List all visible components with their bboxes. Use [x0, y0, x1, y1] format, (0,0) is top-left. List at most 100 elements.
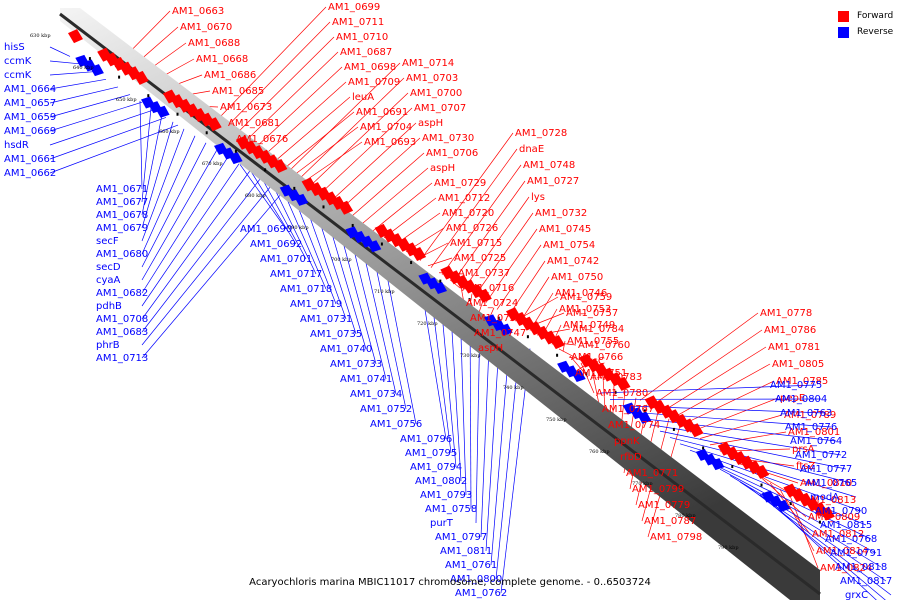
- reverse-gene-glyph: [89, 64, 104, 77]
- leader-line: [338, 227, 377, 365]
- leader-line: [141, 121, 174, 229]
- forward-label-am1-0663: AM1_0663: [172, 6, 224, 17]
- forward-label-am1-0710: AM1_0710: [336, 32, 388, 43]
- reverse-label-am1-0719: AM1_0719: [290, 299, 342, 310]
- leader-line: [371, 248, 407, 410]
- forward-label-am1-0732: AM1_0732: [535, 208, 587, 219]
- leader-line: [141, 149, 218, 281]
- forward-label-am1-0668: AM1_0668: [196, 54, 248, 65]
- leader-line: [289, 126, 359, 179]
- forward-label-am1-0729: AM1_0729: [434, 178, 486, 189]
- legend-reverse-label: Reverse: [857, 27, 894, 37]
- reverse-label-am1-0768: AM1_0768: [825, 534, 877, 545]
- forward-label-am1-0706: AM1_0706: [426, 148, 478, 159]
- reverse-label-am1-0772: AM1_0772: [795, 450, 847, 461]
- reverse-label-am1-0764: AM1_0764: [790, 436, 842, 447]
- forward-gene-glyph: [615, 376, 631, 391]
- reverse-label-am1-0804: AM1_0804: [775, 394, 827, 405]
- leader-line: [669, 363, 771, 420]
- forward-label-pepe: pepE: [780, 393, 805, 404]
- reverse-label-am1-0815: AM1_0815: [820, 520, 872, 531]
- leader-line: [419, 132, 514, 261]
- reverse-label-am1-0692: AM1_0692: [250, 239, 302, 250]
- leader-line: [463, 196, 530, 289]
- forward-label-am1-0781: AM1_0781: [768, 342, 820, 353]
- forward-label-asph: aspH: [478, 343, 503, 354]
- forward-label-am1-0699: AM1_0699: [328, 2, 380, 13]
- forward-gene-glyph: [754, 464, 770, 479]
- backbone-dot: [760, 483, 763, 487]
- backbone-dot: [351, 223, 354, 227]
- leader-line: [719, 468, 877, 554]
- leader-line: [250, 171, 297, 245]
- leader-line: [141, 170, 251, 320]
- leader-line: [779, 489, 815, 552]
- reverse-gene-glyph: [228, 152, 243, 165]
- reverse-label-am1-0664: AM1_0664: [4, 84, 56, 95]
- reverse-label-am1-0795: AM1_0795: [405, 448, 457, 459]
- reverse-gene-glyph: [571, 370, 586, 383]
- reverse-gene-glyph: [367, 240, 382, 253]
- leader-line: [141, 135, 196, 255]
- leader-line: [452, 180, 526, 282]
- reverse-swatch: [838, 26, 849, 38]
- backbone-dot: [672, 427, 675, 431]
- backbone-dot: [497, 316, 500, 320]
- reverse-label-am1-0690: AM1_0690: [240, 224, 292, 235]
- reverse-label-am1-0677: AM1_0677: [96, 197, 148, 208]
- leader-line: [272, 185, 317, 275]
- forward-label-am1-0779: AM1_0779: [638, 500, 690, 511]
- leader-line: [141, 107, 152, 203]
- backbone-dot: [818, 520, 821, 524]
- reverse-label-am1-0790: AM1_0790: [815, 506, 867, 517]
- forward-label-am1-0698: AM1_0698: [344, 62, 396, 73]
- forward-label-am1-0686: AM1_0686: [204, 70, 256, 81]
- reverse-label-am1-0777: AM1_0777: [800, 464, 852, 475]
- leader-line: [249, 66, 343, 154]
- forward-label-am1-0789: AM1_0789: [784, 410, 836, 421]
- forward-label-am1-0727: AM1_0727: [527, 176, 579, 187]
- leader-line: [372, 182, 433, 232]
- tick-label: 730 kbp: [460, 353, 481, 359]
- reverse-label-hiss: hisS: [4, 42, 25, 53]
- reverse-label-am1-0752: AM1_0752: [360, 404, 412, 415]
- forward-label-am1-0730: AM1_0730: [422, 133, 474, 144]
- leader-line: [269, 96, 351, 166]
- reverse-label-am1-0734: AM1_0734: [350, 389, 402, 400]
- forward-label-am1-0786: AM1_0786: [764, 325, 816, 336]
- reverse-label-am1-0657: AM1_0657: [4, 98, 56, 109]
- reverse-label-am1-0662: AM1_0662: [4, 168, 56, 179]
- forward-label-am1-0760: AM1_0760: [578, 340, 630, 351]
- leader-line: [679, 380, 775, 427]
- leader-line: [49, 78, 107, 90]
- forward-label-am1-0709: AM1_0709: [348, 77, 400, 88]
- forward-label-am1-0799: AM1_0799: [632, 484, 684, 495]
- leader-line: [49, 124, 179, 174]
- reverse-label-am1-0818: AM1_0818: [835, 562, 887, 573]
- forward-label-am1-0693: AM1_0693: [364, 137, 416, 148]
- forward-label-am1-0681: AM1_0681: [228, 118, 280, 129]
- forward-label-leua: leuA: [352, 92, 374, 103]
- reverse-label-am1-0791: AM1_0791: [830, 548, 882, 559]
- backbone-dot: [526, 335, 529, 339]
- leader-line: [562, 340, 566, 352]
- leader-line: [669, 437, 852, 484]
- legend-forward-label: Forward: [857, 11, 894, 21]
- forward-gene-glyph: [133, 70, 149, 85]
- reverse-label-am1-0680: AM1_0680: [96, 249, 148, 260]
- leader-line: [649, 424, 842, 456]
- tick-label: 700 kbp: [331, 257, 352, 263]
- forward-gene-glyph: [549, 335, 565, 350]
- leader-line: [141, 142, 207, 268]
- reverse-label-am1-0761: AM1_0761: [445, 560, 497, 571]
- forward-label-am1-0784: AM1_0784: [572, 324, 624, 335]
- backbone-dot: [380, 242, 383, 246]
- forward-label-am1-0750: AM1_0750: [551, 272, 603, 283]
- tick-label: 790 kbp: [718, 545, 739, 551]
- forward-label-am1-0703: AM1_0703: [406, 73, 458, 84]
- backbone-dot: [205, 131, 208, 135]
- leader-line: [49, 60, 83, 65]
- leader-line: [141, 184, 273, 346]
